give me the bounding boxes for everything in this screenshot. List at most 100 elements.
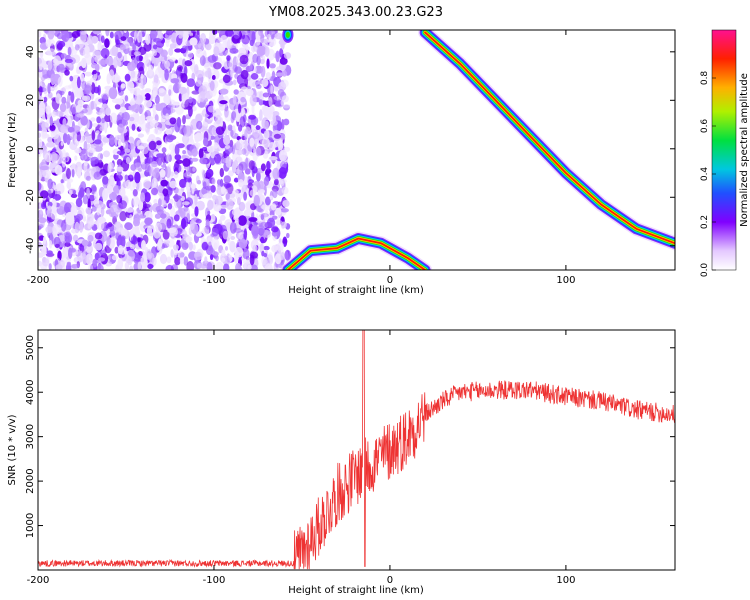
noise-blob xyxy=(179,178,187,188)
noise-blob xyxy=(126,249,136,262)
noise-blob xyxy=(136,209,142,221)
noise-blob xyxy=(44,152,53,163)
noise-blob xyxy=(286,232,290,239)
noise-blob xyxy=(165,127,173,136)
noise-blob xyxy=(274,178,279,186)
noise-blob xyxy=(227,124,233,131)
noise-blob xyxy=(272,188,278,199)
noise-blob xyxy=(77,99,85,107)
noise-blob xyxy=(151,187,158,196)
noise-blob xyxy=(76,113,85,118)
noise-blob xyxy=(240,96,246,103)
noise-blob xyxy=(273,133,281,139)
noise-blob xyxy=(107,162,112,174)
noise-blob xyxy=(182,201,190,206)
noise-blob xyxy=(160,179,168,187)
noise-blob xyxy=(256,171,261,182)
noise-blob xyxy=(135,225,140,232)
y-tick-label: 0 xyxy=(25,146,36,152)
noise-blob xyxy=(124,174,129,180)
noise-blob xyxy=(62,247,67,253)
noise-blob xyxy=(267,217,276,228)
noise-blob xyxy=(182,115,186,125)
noise-blob xyxy=(260,204,266,209)
noise-blob xyxy=(212,30,218,35)
noise-blob xyxy=(69,75,74,82)
noise-blob xyxy=(165,30,173,36)
noise-blob xyxy=(55,264,63,270)
noise-blob xyxy=(198,85,207,96)
noise-blob xyxy=(66,94,71,105)
noise-blob xyxy=(253,194,260,207)
noise-blob xyxy=(98,98,107,103)
noise-blob xyxy=(238,103,242,114)
noise-blob xyxy=(120,36,127,41)
noise-blob xyxy=(77,166,82,179)
noise-blob xyxy=(130,235,139,245)
noise-blob xyxy=(74,155,78,161)
noise-blob xyxy=(49,124,56,131)
noise-blob xyxy=(134,94,144,105)
noise-blob xyxy=(50,211,57,220)
noise-blob xyxy=(188,241,193,251)
noise-blob xyxy=(169,57,177,62)
noise-blob xyxy=(39,85,43,97)
noise-blob xyxy=(270,203,277,211)
noise-blob xyxy=(97,41,102,52)
noise-blob xyxy=(272,167,280,180)
noise-blob xyxy=(132,87,141,96)
noise-blob xyxy=(263,245,270,251)
noise-blob xyxy=(130,98,136,106)
noise-blob xyxy=(125,156,131,165)
noise-blob xyxy=(137,115,146,125)
noise-blob xyxy=(236,149,243,156)
noise-blob xyxy=(154,94,160,105)
noise-blob xyxy=(72,189,76,195)
noise-blob xyxy=(266,33,272,43)
noise-blob xyxy=(59,90,65,96)
noise-blob xyxy=(130,70,136,79)
noise-blob xyxy=(194,206,199,217)
noise-blob xyxy=(41,121,49,130)
noise-blob xyxy=(277,140,284,151)
noise-blob xyxy=(194,142,201,148)
x-tick-label: 0 xyxy=(387,275,393,286)
noise-blob xyxy=(261,137,270,149)
noise-blob xyxy=(47,60,53,71)
noise-blob xyxy=(122,141,129,151)
noise-blob xyxy=(165,113,169,120)
colorbar-tick-label: 0.0 xyxy=(700,263,710,278)
noise-blob xyxy=(160,49,168,58)
noise-blob xyxy=(131,123,136,131)
noise-blob xyxy=(213,62,222,70)
noise-blob xyxy=(236,37,241,44)
noise-blob xyxy=(169,227,179,237)
noise-blob xyxy=(179,239,187,248)
noise-blob xyxy=(204,256,208,264)
noise-blob xyxy=(140,74,147,86)
noise-blob xyxy=(81,239,89,246)
noise-blob xyxy=(74,147,82,154)
noise-blob xyxy=(51,111,57,118)
noise-blob xyxy=(223,263,230,270)
noise-blob xyxy=(124,95,129,102)
noise-blob xyxy=(168,47,174,56)
snr-series-line xyxy=(38,330,675,570)
noise-blob xyxy=(232,189,239,195)
noise-blob xyxy=(47,30,55,40)
noise-blob xyxy=(182,150,187,155)
noise-blob xyxy=(138,199,144,211)
noise-blob xyxy=(223,135,230,146)
noise-blob xyxy=(213,203,222,212)
noise-blob xyxy=(251,224,259,237)
noise-blob xyxy=(132,196,140,207)
heatmap-frame xyxy=(37,29,676,271)
noise-blob xyxy=(71,263,80,269)
noise-blob xyxy=(75,105,82,113)
noise-blob xyxy=(67,126,75,133)
x-tick-label: -100 xyxy=(203,275,226,286)
noise-blob xyxy=(181,229,187,239)
noise-blob xyxy=(116,158,123,167)
noise-blob xyxy=(182,158,191,167)
